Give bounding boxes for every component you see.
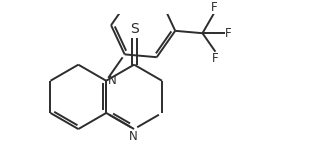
Text: N: N [129, 130, 138, 143]
Text: F: F [225, 27, 232, 40]
Text: N: N [107, 74, 116, 87]
Text: S: S [130, 22, 139, 36]
Text: F: F [210, 1, 217, 14]
Text: F: F [212, 52, 219, 65]
